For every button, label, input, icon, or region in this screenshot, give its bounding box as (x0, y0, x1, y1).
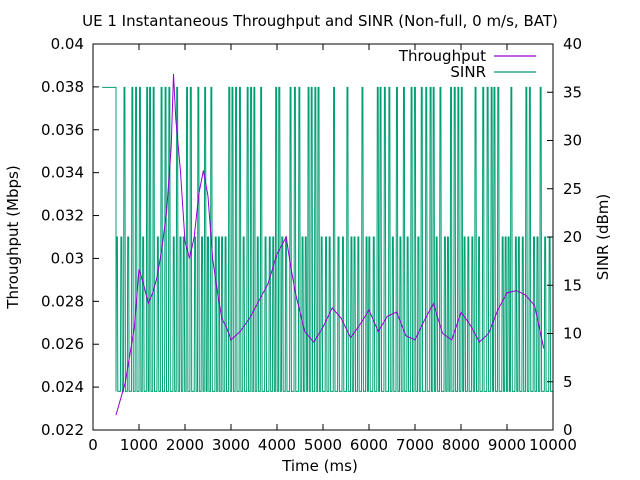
y2-axis-title: SINR (dBm) (594, 194, 612, 280)
legend-label-throughput: Throughput (398, 47, 486, 65)
chart-title: UE 1 Instantaneous Throughput and SINR (… (82, 12, 558, 30)
x-tick-label: 1000 (120, 436, 158, 454)
x-tick-label: 5000 (304, 436, 342, 454)
x-axis: 0 1000 2000 3000 4000 5000 6000 7000 8000 9000 100… (88, 44, 577, 454)
y-tick-label: 0.036 (41, 121, 84, 139)
x-tick-label: 8000 (442, 436, 480, 454)
y-tick-label: 0.022 (41, 421, 84, 439)
y2-tick-label: 5 (563, 373, 573, 391)
y-tick-label: 0.024 (41, 378, 84, 396)
y2-tick-label: 10 (563, 325, 582, 343)
legend-label-sinr: SINR (450, 63, 486, 81)
legend: Throughput SINR (398, 47, 536, 81)
y2-tick-label: 0 (563, 421, 573, 439)
y2-tick-label: 15 (563, 276, 582, 294)
throughput-line (115, 73, 545, 416)
x-tick-label: 0 (88, 436, 98, 454)
y-tick-label: 0.032 (41, 207, 84, 225)
x-tick-label: 10000 (529, 436, 577, 454)
x-tick-label: 3000 (212, 436, 250, 454)
x-axis-title: Time (ms) (281, 457, 358, 475)
sinr-line (102, 86, 553, 392)
y-axis-left: 0.022 0.024 0.026 0.028 0.03 0.032 0.034 0.036 0… (41, 35, 99, 439)
y2-tick-label: 20 (563, 228, 582, 246)
y2-tick-label: 30 (563, 132, 582, 150)
x-tick-label: 6000 (350, 436, 388, 454)
x-tick-label: 7000 (396, 436, 434, 454)
y-tick-label: 0.04 (51, 35, 84, 53)
y-axis-right: 0 5 10 15 20 25 30 35 40 (547, 35, 582, 439)
x-tick-label: 9000 (488, 436, 526, 454)
y-tick-label: 0.038 (41, 78, 84, 96)
y2-tick-label: 25 (563, 180, 582, 198)
x-tick-label: 2000 (166, 436, 204, 454)
y-tick-label: 0.034 (41, 164, 84, 182)
sinr-series (102, 86, 553, 392)
y-tick-label: 0.03 (51, 249, 84, 267)
y2-tick-label: 40 (563, 35, 582, 53)
x-tick-label: 4000 (258, 436, 296, 454)
y-axis-title: Throughput (Mbps) (4, 165, 22, 309)
throughput-series (115, 73, 545, 416)
y-tick-label: 0.026 (41, 335, 84, 353)
y2-tick-label: 35 (563, 83, 582, 101)
y-tick-label: 0.028 (41, 292, 84, 310)
